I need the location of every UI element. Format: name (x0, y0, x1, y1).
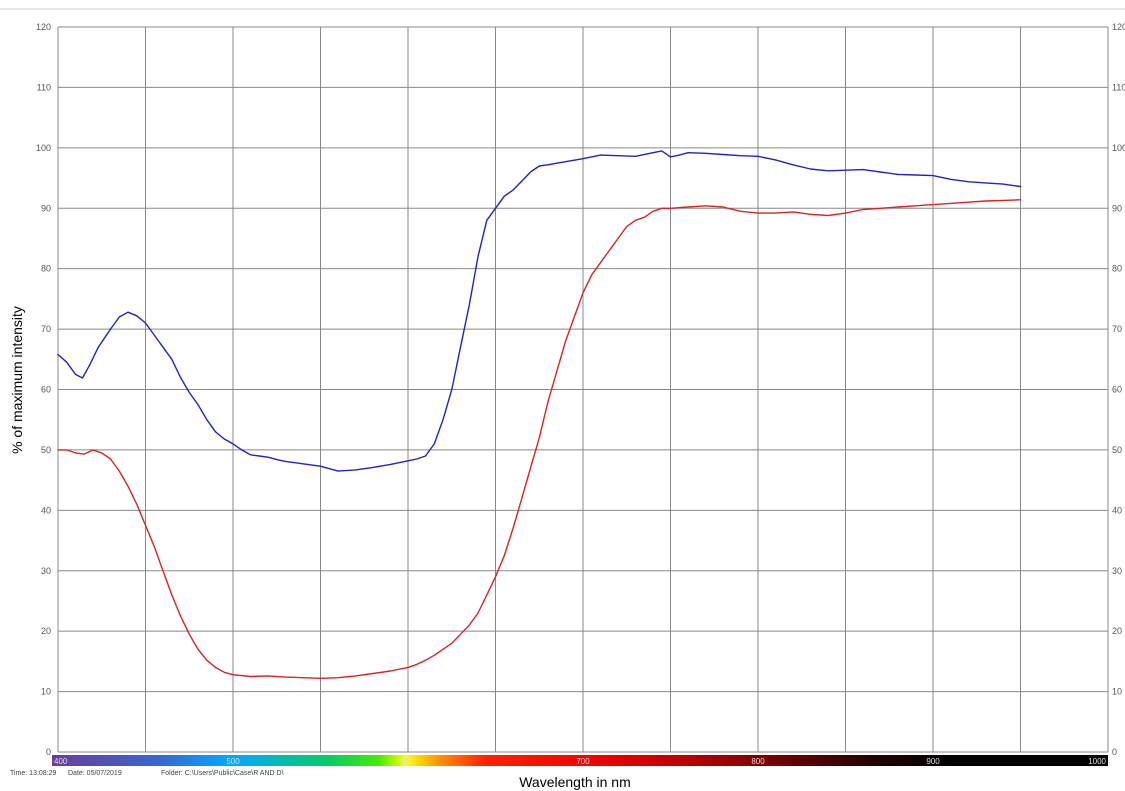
wavelength-spectrum-bar (52, 755, 1108, 766)
y-tick-label-left: 90 (41, 203, 51, 213)
y-axis-right: 0 10 20 30 40 50 60 70 80 90 100 110 120 (1112, 22, 1125, 757)
footer-time: Time: 13:08:29 (10, 770, 57, 777)
y-axis-left: 0 10 20 30 40 50 60 70 80 90 100 110 120 (36, 22, 51, 757)
y-tick-label-right: 100 (1112, 143, 1125, 153)
y-tick-label-left: 40 (41, 505, 51, 515)
x-tick-label: 800 (751, 757, 765, 766)
x-axis-title: Wavelength in nm (519, 774, 631, 790)
y-tick-label-left: 30 (41, 566, 51, 576)
x-tick-label: 500 (226, 757, 240, 766)
spectrum-tick-labels: 400 500 600 700 800 900 1000 (54, 757, 1107, 766)
series-line-blue (57, 150, 1022, 472)
x-tick-label: 700 (576, 757, 590, 766)
y-tick-label-left: 110 (37, 82, 51, 92)
y-tick-label-right: 10 (1112, 687, 1122, 697)
y-tick-label-left: 120 (36, 22, 51, 32)
y-tick-label-right: 50 (1112, 445, 1122, 455)
y-tick-label-right: 110 (1112, 82, 1125, 92)
y-tick-label-right: 0 (1112, 747, 1117, 757)
y-tick-label-right: 120 (1112, 22, 1125, 32)
y-tick-label-left: 100 (36, 143, 51, 153)
y-tick-label-right: 20 (1112, 626, 1122, 636)
x-tick-label: 400 (54, 757, 68, 766)
y-tick-label-right: 60 (1112, 385, 1122, 395)
y-tick-label-left: 80 (41, 264, 51, 274)
x-tick-label: 1000 (1088, 757, 1106, 766)
grid (57, 26, 1109, 753)
y-axis-title: % of maximum intensity (9, 306, 25, 454)
y-tick-label-left: 0 (46, 747, 51, 757)
series-group (57, 150, 1022, 679)
y-tick-label-left: 70 (41, 324, 51, 334)
y-tick-label-left: 60 (41, 385, 51, 395)
y-tick-label-right: 70 (1112, 324, 1122, 334)
y-tick-label-left: 20 (41, 626, 51, 636)
y-tick-label-right: 80 (1112, 264, 1122, 274)
footer-date: Date: 05/07/2019 (68, 770, 122, 777)
x-tick-label: 900 (926, 757, 940, 766)
y-tick-label-left: 50 (41, 445, 51, 455)
x-tick-label: 600 (401, 757, 415, 766)
y-tick-label-left: 10 (41, 687, 51, 697)
series-line-red (57, 199, 1022, 679)
y-tick-label-right: 90 (1112, 203, 1122, 213)
y-tick-label-right: 30 (1112, 566, 1122, 576)
y-tick-label-right: 40 (1112, 505, 1122, 515)
footer-folder: Folder: C:\Users\Public\Case\R AND D\ (161, 770, 284, 777)
